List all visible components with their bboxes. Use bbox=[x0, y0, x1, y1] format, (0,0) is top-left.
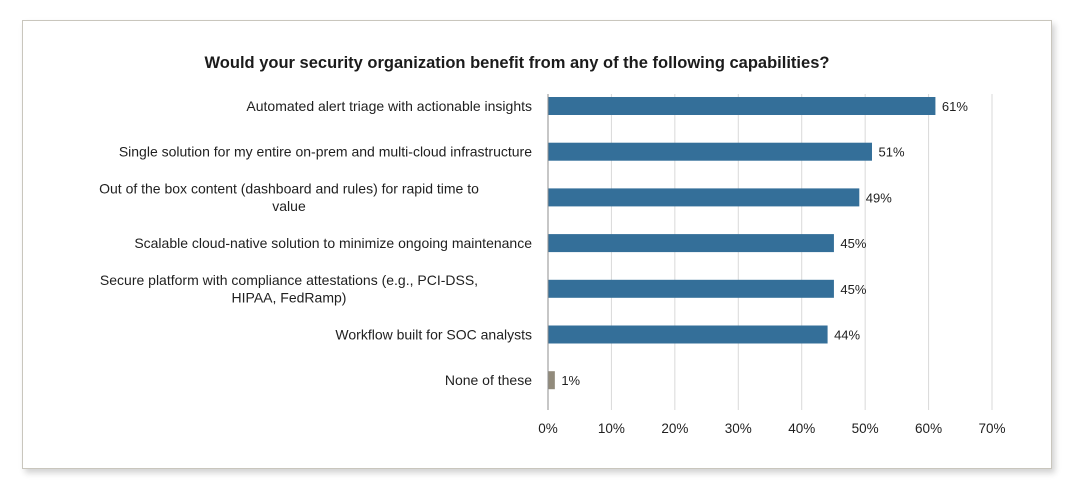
category-label-line: Secure platform with compliance attestat… bbox=[100, 272, 478, 288]
value-label: 45% bbox=[840, 282, 866, 297]
chart-title: Would your security organization benefit… bbox=[205, 54, 830, 72]
x-tick-label: 50% bbox=[852, 421, 879, 436]
category-label-line: None of these bbox=[445, 372, 532, 388]
value-label: 61% bbox=[942, 99, 968, 114]
category-label: Single solution for my entire on-prem an… bbox=[119, 144, 532, 160]
bar bbox=[548, 371, 555, 390]
x-tick-label: 30% bbox=[725, 421, 752, 436]
category-label-line: Single solution for my entire on-prem an… bbox=[119, 144, 532, 160]
category-label-line: HIPAA, FedRamp) bbox=[232, 290, 347, 306]
bar bbox=[548, 97, 936, 115]
category-label: Secure platform with compliance attestat… bbox=[100, 272, 478, 306]
category-label: None of these bbox=[445, 372, 532, 388]
category-label-line: Out of the box content (dashboard and ru… bbox=[99, 181, 479, 197]
x-tick-label: 20% bbox=[661, 421, 688, 436]
chart-frame bbox=[22, 20, 1052, 469]
bar bbox=[548, 142, 872, 161]
value-label: 49% bbox=[866, 190, 892, 205]
bar bbox=[548, 279, 834, 298]
bar bbox=[548, 234, 834, 253]
value-labels: 61% 51% 49% 45% 45% 44% 1% bbox=[561, 99, 968, 388]
x-tick-label: 70% bbox=[978, 421, 1005, 436]
x-tick-label: 0% bbox=[538, 421, 558, 436]
x-axis-ticks: 0% 10% 20% 30% 40% 50% 60% 70% bbox=[538, 421, 1005, 436]
bar bbox=[548, 188, 860, 207]
bars bbox=[548, 97, 936, 390]
category-label: Scalable cloud-native solution to minimi… bbox=[134, 235, 532, 251]
value-label: 51% bbox=[878, 145, 904, 160]
category-labels: Automated alert triage with actionable i… bbox=[99, 98, 532, 388]
category-label: Out of the box content (dashboard and ru… bbox=[99, 181, 479, 215]
category-label-line: value bbox=[272, 198, 306, 214]
value-label: 44% bbox=[834, 328, 860, 343]
value-label: 45% bbox=[840, 236, 866, 251]
category-label: Automated alert triage with actionable i… bbox=[246, 98, 532, 114]
category-label-line: Workflow built for SOC analysts bbox=[335, 327, 532, 343]
value-label: 1% bbox=[561, 373, 580, 388]
bar bbox=[548, 325, 828, 344]
category-label: Workflow built for SOC analysts bbox=[335, 327, 532, 343]
category-label-line: Automated alert triage with actionable i… bbox=[246, 98, 532, 114]
x-tick-label: 40% bbox=[788, 421, 815, 436]
category-label-line: Scalable cloud-native solution to minimi… bbox=[134, 235, 532, 251]
x-tick-label: 60% bbox=[915, 421, 942, 436]
x-tick-label: 10% bbox=[598, 421, 625, 436]
